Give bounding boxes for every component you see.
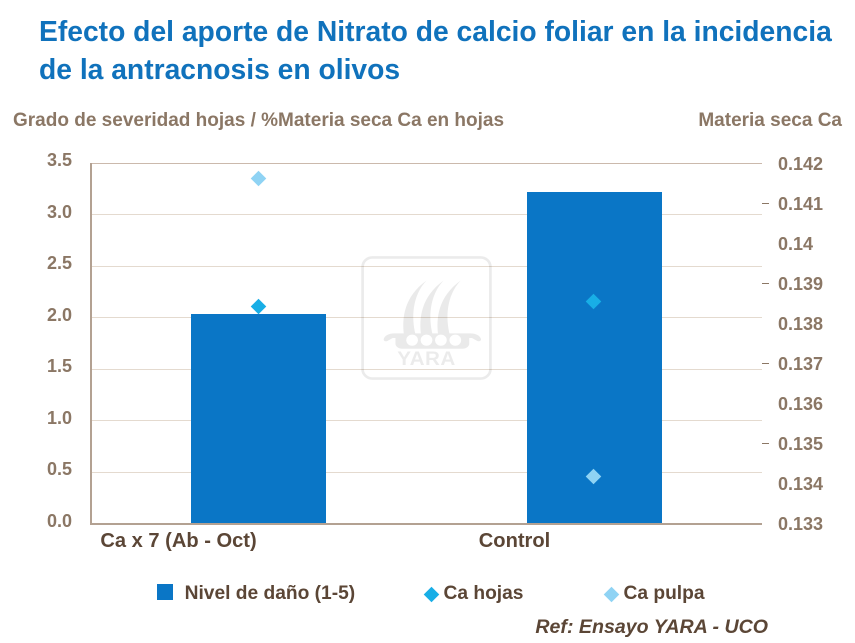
svg-text:YARA: YARA xyxy=(398,348,457,369)
